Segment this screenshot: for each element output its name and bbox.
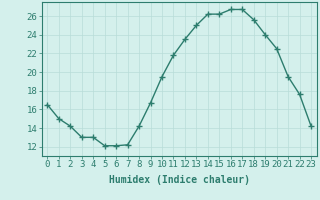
X-axis label: Humidex (Indice chaleur): Humidex (Indice chaleur) [109, 175, 250, 185]
